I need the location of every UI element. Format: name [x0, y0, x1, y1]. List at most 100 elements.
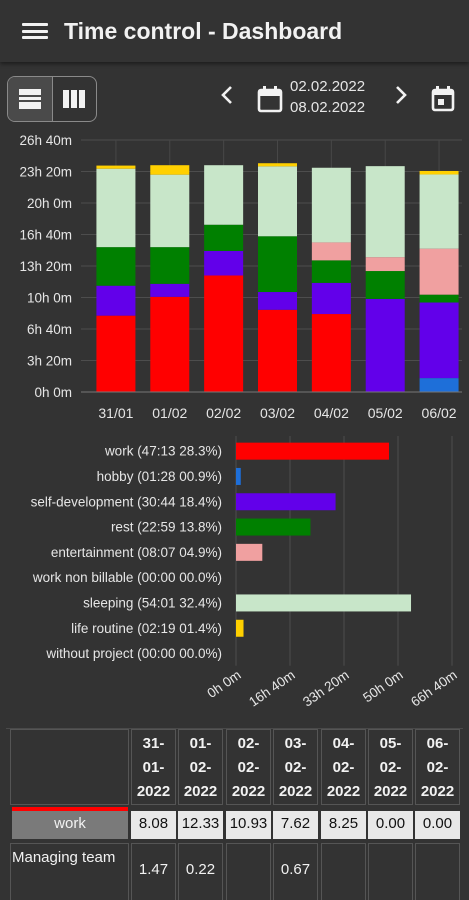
bar-segment-rest[interactable] [150, 247, 190, 284]
calendar-today-icon[interactable] [431, 86, 455, 117]
table-cell [415, 843, 460, 900]
column-header-part: 2022 [420, 783, 455, 800]
list-view-icon [18, 89, 41, 109]
category-label: work (47:13 28.3%) [104, 444, 222, 459]
table-cell-value[interactable]: 8.08 [131, 811, 176, 839]
header-cell [415, 729, 460, 805]
category-label: rest (22:59 13.8%) [111, 520, 222, 535]
bar-segment-work[interactable] [96, 315, 136, 392]
column-view-icon [63, 90, 86, 108]
table-cell-value[interactable]: 1.47 [138, 861, 169, 878]
bar-segment-self-development[interactable] [96, 285, 136, 316]
y-tick-label: 26h 40m [19, 133, 72, 148]
column-header-part: 02- [237, 759, 260, 776]
hbar-entertainment[interactable] [236, 543, 263, 561]
column-header-part: 05- [379, 735, 402, 752]
y-tick-label: 16h 40m [19, 228, 72, 243]
bar-segment-rest[interactable] [419, 294, 459, 303]
bar-segment-rest[interactable] [365, 271, 405, 299]
bar-segment-rest[interactable] [204, 224, 244, 251]
bar-segment-sleeping[interactable] [204, 165, 244, 225]
list-view-button[interactable] [8, 77, 53, 121]
view-toggle [7, 76, 97, 122]
row-label[interactable]: Managing team [12, 849, 116, 866]
bar-segment-rest[interactable] [311, 260, 351, 283]
column-header: 06- 02- 2022 [415, 732, 460, 804]
bar-segment-entertainment[interactable] [419, 248, 459, 295]
previous-period-button[interactable] [221, 86, 233, 108]
bar-segment-rest[interactable] [96, 247, 136, 286]
date-from: 02.02.2022 [290, 78, 366, 95]
bar-segment-self-development[interactable] [204, 250, 244, 276]
table-cell [178, 843, 223, 900]
category-label: hobby (01:28 00.9%) [97, 469, 222, 484]
menu-icon[interactable] [22, 20, 48, 42]
date-to: 08.02.2022 [290, 99, 366, 116]
bar-segment-life-routine[interactable] [96, 165, 136, 169]
toolbar: 02.02.2022 08.02.2022 [0, 62, 469, 132]
hbar-sleeping[interactable] [236, 594, 412, 612]
hbar-life-routine[interactable] [236, 619, 244, 637]
bar-segment-work[interactable] [311, 314, 351, 392]
table-cell-value[interactable]: 0.22 [185, 861, 216, 878]
table-cell [273, 843, 318, 900]
table-cell-value[interactable]: 8.25 [321, 811, 366, 839]
bar-segment-work[interactable] [150, 296, 190, 392]
bar-segment-self-development[interactable] [258, 292, 297, 310]
column-header-part: 2022 [183, 783, 218, 800]
x-tick-label: 05/02 [368, 405, 403, 421]
bar-segment-sleeping[interactable] [365, 166, 405, 258]
table-cell [321, 843, 366, 900]
bar-segment-sleeping[interactable] [311, 167, 351, 243]
bar-segment-self-development[interactable] [150, 283, 190, 297]
x-tick-label: 31/01 [98, 405, 133, 421]
table-cell-value[interactable]: 10.93 [226, 811, 271, 839]
table-cell-value[interactable]: 7.62 [273, 811, 318, 839]
hbar-rest[interactable] [236, 518, 311, 536]
summary-table: 31- 01- 2022 01- 02- 2022 02- 02- 2022 03- 02- 2022… [6, 728, 463, 900]
bar-segment-life-routine[interactable] [150, 165, 190, 175]
bar-segment-work[interactable] [204, 275, 244, 392]
header-cell [368, 729, 413, 805]
calendar-icon[interactable] [257, 86, 283, 118]
column-view-button[interactable] [53, 77, 97, 121]
hbar-work[interactable] [236, 442, 389, 460]
bar-segment-sleeping[interactable] [258, 166, 297, 237]
bar-segment-life-routine[interactable] [419, 170, 459, 175]
column-header-part: 2022 [373, 783, 408, 800]
row-label-work[interactable]: work [12, 811, 128, 839]
x-tick-label: 06/02 [422, 405, 457, 421]
column-header-part: 06- [426, 735, 449, 752]
bar-segment-entertainment[interactable] [311, 242, 351, 261]
bar-segment-rest[interactable] [258, 236, 297, 293]
column-header: 02- 02- 2022 [226, 732, 271, 804]
bar-segment-sleeping[interactable] [96, 168, 136, 248]
table-cell-value[interactable]: 0.00 [415, 811, 460, 839]
y-tick-label: 23h 20m [19, 165, 72, 180]
next-period-button[interactable] [395, 86, 407, 108]
header-cell [131, 729, 176, 805]
column-header: 01- 02- 2022 [178, 732, 223, 804]
bar-segment-work[interactable] [258, 309, 297, 392]
column-header-part: 01- [189, 735, 212, 752]
bar-segment-self-development[interactable] [311, 282, 351, 315]
row-label-cell [10, 843, 129, 900]
date-range[interactable]: 02.02.2022 08.02.2022 [290, 76, 382, 118]
bar-segment-sleeping[interactable] [419, 174, 459, 249]
bar-segment-entertainment[interactable] [365, 257, 405, 272]
hbar-hobby[interactable] [236, 467, 241, 485]
x-tick-label: 03/02 [260, 405, 295, 421]
bar-segment-life-routine[interactable] [258, 163, 297, 167]
charts: 0h 0m 3h 20m 6h 40m 10h 0m 13h 20m 16h 40m 20h… [0, 132, 469, 728]
hbar-self-development[interactable] [236, 493, 336, 511]
table-cell-value[interactable]: 12.33 [178, 811, 223, 839]
column-header-part: 2022 [326, 783, 361, 800]
bar-segment-sleeping[interactable] [150, 174, 190, 248]
bar-segment-hobby[interactable] [419, 378, 459, 392]
x-tick-label: 01/02 [152, 405, 187, 421]
header-cell [178, 729, 223, 805]
table-cell-value[interactable]: 0.00 [368, 811, 413, 839]
bar-segment-self-development[interactable] [365, 298, 405, 392]
table-cell-value[interactable]: 0.67 [280, 861, 311, 878]
bar-segment-self-development[interactable] [419, 302, 459, 379]
